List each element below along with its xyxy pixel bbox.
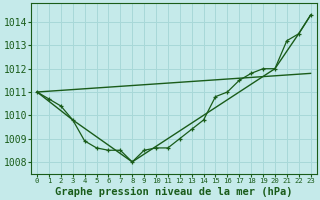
X-axis label: Graphe pression niveau de la mer (hPa): Graphe pression niveau de la mer (hPa) bbox=[55, 186, 292, 197]
